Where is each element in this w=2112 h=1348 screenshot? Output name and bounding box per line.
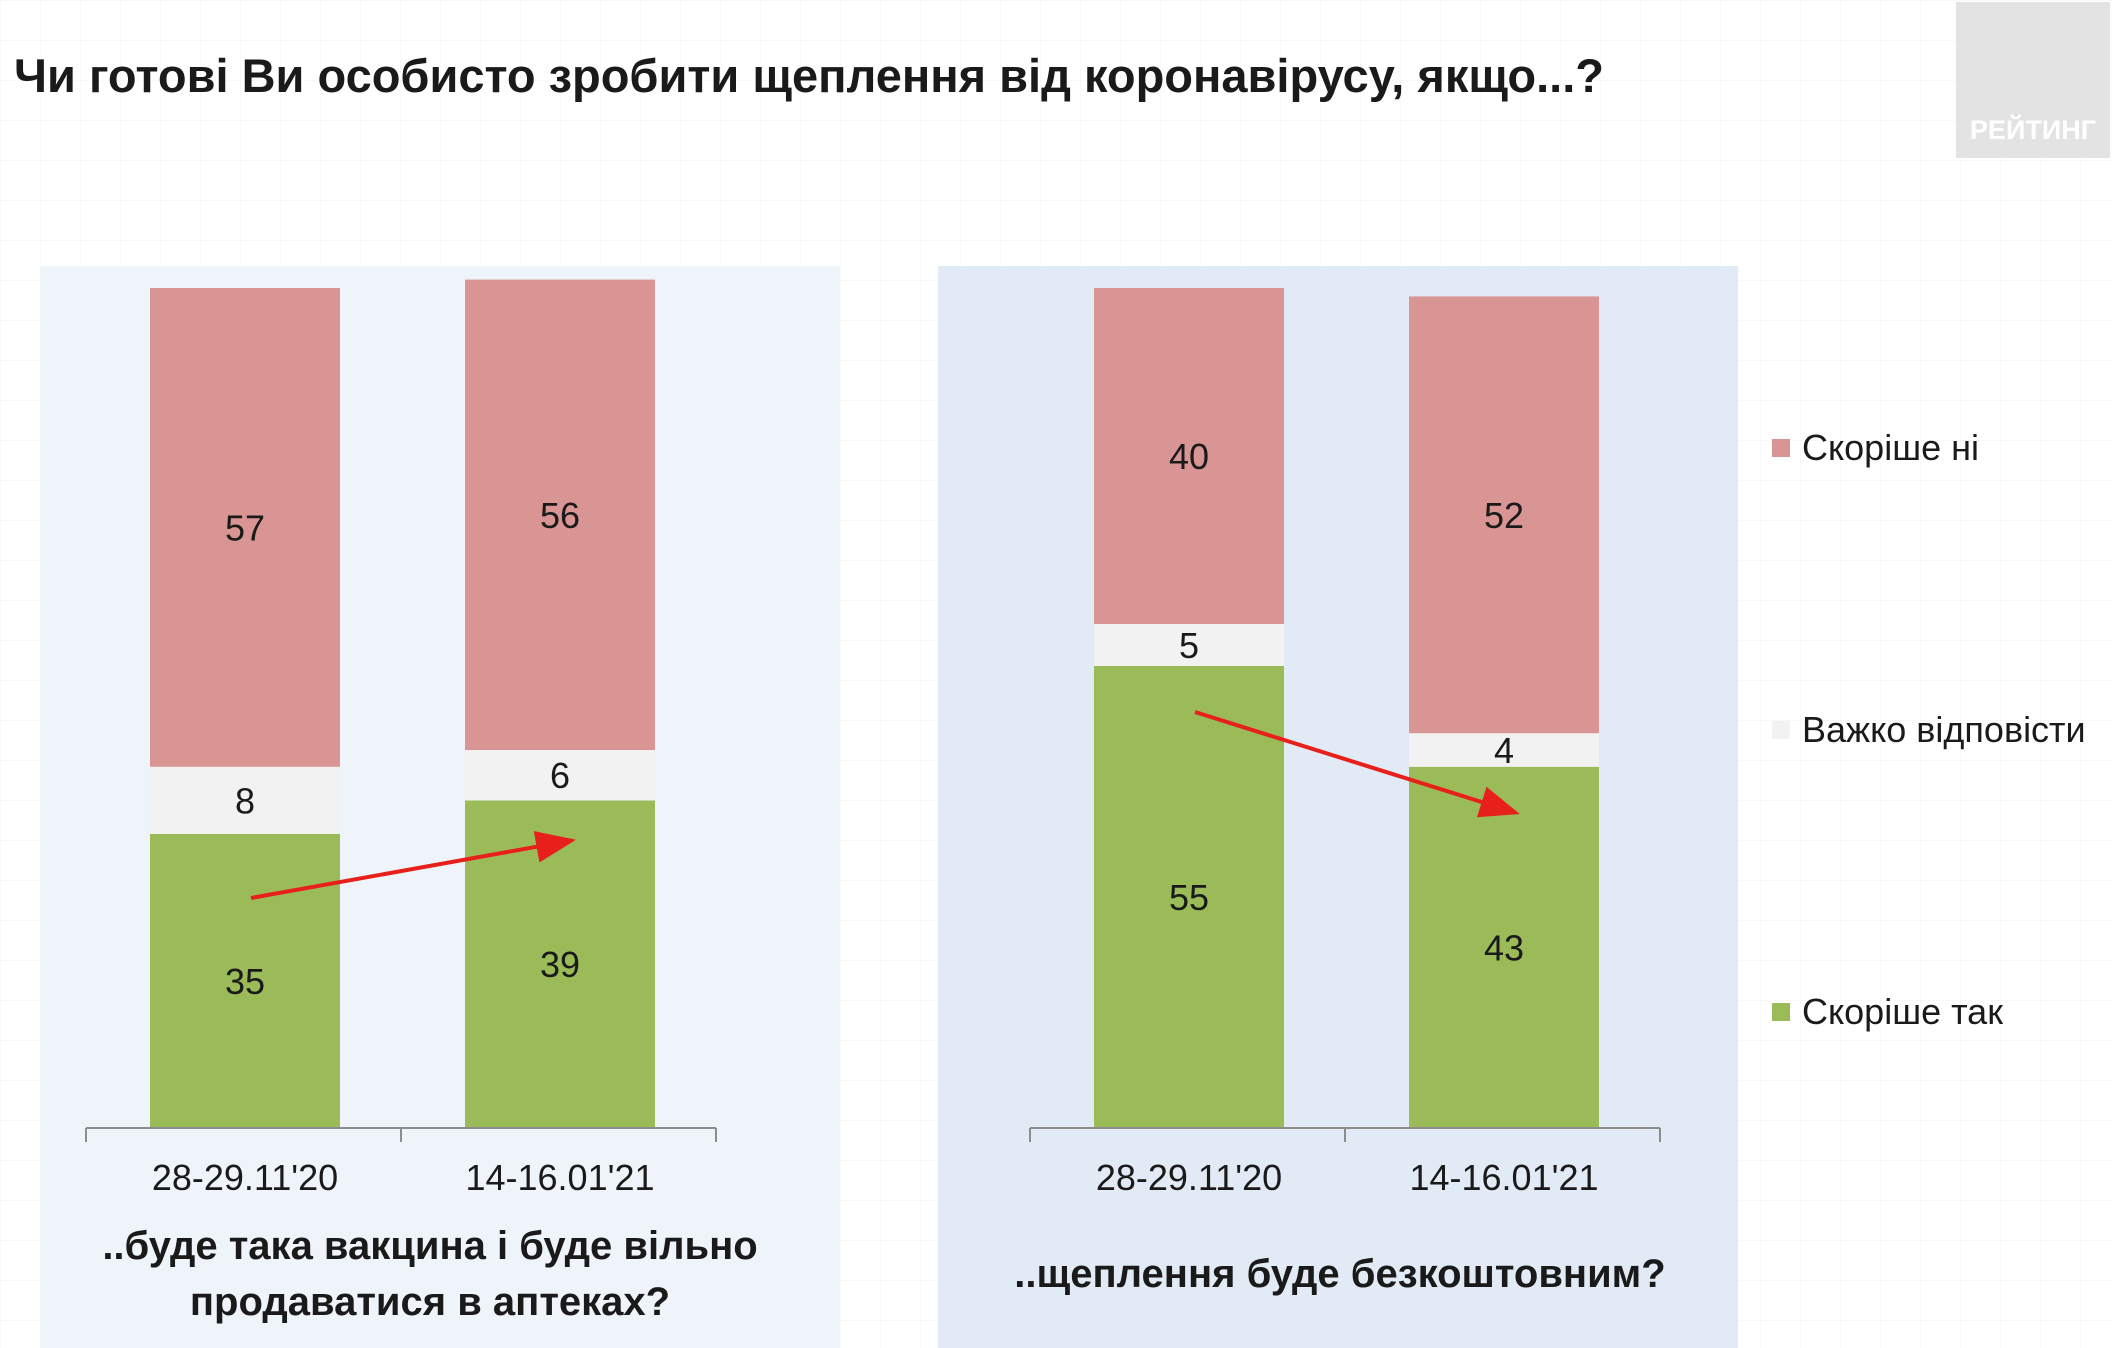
x-tick-label-g0-c0: 28-29.11'20 bbox=[152, 1157, 338, 1198]
group-label-free-line1: ..щеплення буде безкоштовним? bbox=[1014, 1252, 1666, 1296]
data-label-yes-g0-c1: 39 bbox=[540, 944, 580, 985]
legend-swatch-no bbox=[1772, 439, 1790, 457]
data-label-hard-g0-c0: 8 bbox=[235, 780, 255, 821]
bar-hard-g1-c1 bbox=[1409, 733, 1599, 767]
data-label-yes-g1-c1: 43 bbox=[1484, 927, 1524, 968]
legend-label-yes: Скоріше так bbox=[1802, 991, 2003, 1032]
data-label-no-g0-c0: 57 bbox=[225, 507, 265, 548]
bar-no-g1-c0 bbox=[1094, 288, 1284, 624]
bar-yes-g1-c1 bbox=[1409, 766, 1599, 1128]
bar-no-g0-c1 bbox=[465, 279, 655, 750]
data-label-hard-g0-c1: 6 bbox=[550, 755, 570, 796]
bar-no-g1-c1 bbox=[1409, 296, 1599, 734]
data-label-yes-g0-c0: 35 bbox=[225, 961, 265, 1002]
bar-hard-g0-c0 bbox=[150, 766, 340, 834]
page-title: Чи готові Ви особисто зробити щеплення в… bbox=[14, 49, 1604, 102]
group-label-pharmacy: ..буде така вакцина і буде вільно продав… bbox=[60, 1218, 800, 1330]
legend-swatch-yes bbox=[1772, 1003, 1790, 1021]
bar-hard-g0-c1 bbox=[465, 750, 655, 801]
data-label-hard-g1-c1: 4 bbox=[1494, 730, 1514, 771]
data-label-hard-g1-c0: 5 bbox=[1179, 625, 1199, 666]
trend-arrow-g0 bbox=[250, 831, 576, 900]
data-label-yes-g1-c0: 55 bbox=[1169, 877, 1209, 918]
x-tick-label-g1-c1: 14-16.01'21 bbox=[1409, 1157, 1598, 1198]
bar-hard-g1-c0 bbox=[1094, 624, 1284, 666]
logo-text: РЕЙТИНГ bbox=[1969, 115, 2097, 145]
legend-label-no: Скоріше ні bbox=[1802, 427, 1979, 468]
group-label-free: ..щеплення буде безкоштовним? bbox=[960, 1246, 1720, 1302]
group-label-pharmacy-line2: продаватися в аптеках? bbox=[189, 1280, 671, 1324]
trend-arrow-g1 bbox=[1194, 710, 1520, 818]
legend-swatch-hard bbox=[1772, 721, 1790, 739]
legend-item-yes: Скоріше так bbox=[1772, 990, 2003, 1034]
rating-logo: РЕЙТИНГ bbox=[1956, 2, 2110, 158]
bar-yes-g0-c0 bbox=[150, 834, 340, 1128]
data-label-no-g0-c1: 56 bbox=[540, 495, 580, 536]
legend-label-hard: Важко відповісти bbox=[1802, 709, 2086, 750]
bar-yes-g1-c0 bbox=[1094, 666, 1284, 1128]
group-label-pharmacy-line1: ..буде така вакцина і буде вільно bbox=[102, 1224, 758, 1268]
x-tick-label-g1-c0: 28-29.11'20 bbox=[1096, 1157, 1282, 1198]
panel-free bbox=[938, 266, 1738, 1348]
x-tick-label-g0-c1: 14-16.01'21 bbox=[465, 1157, 654, 1198]
bar-no-g0-c0 bbox=[150, 288, 340, 767]
legend-item-no: Скоріше ні bbox=[1772, 426, 1979, 470]
legend-item-hard: Важко відповісти bbox=[1772, 708, 2086, 752]
data-label-no-g1-c0: 40 bbox=[1169, 436, 1209, 477]
data-label-no-g1-c1: 52 bbox=[1484, 495, 1524, 536]
